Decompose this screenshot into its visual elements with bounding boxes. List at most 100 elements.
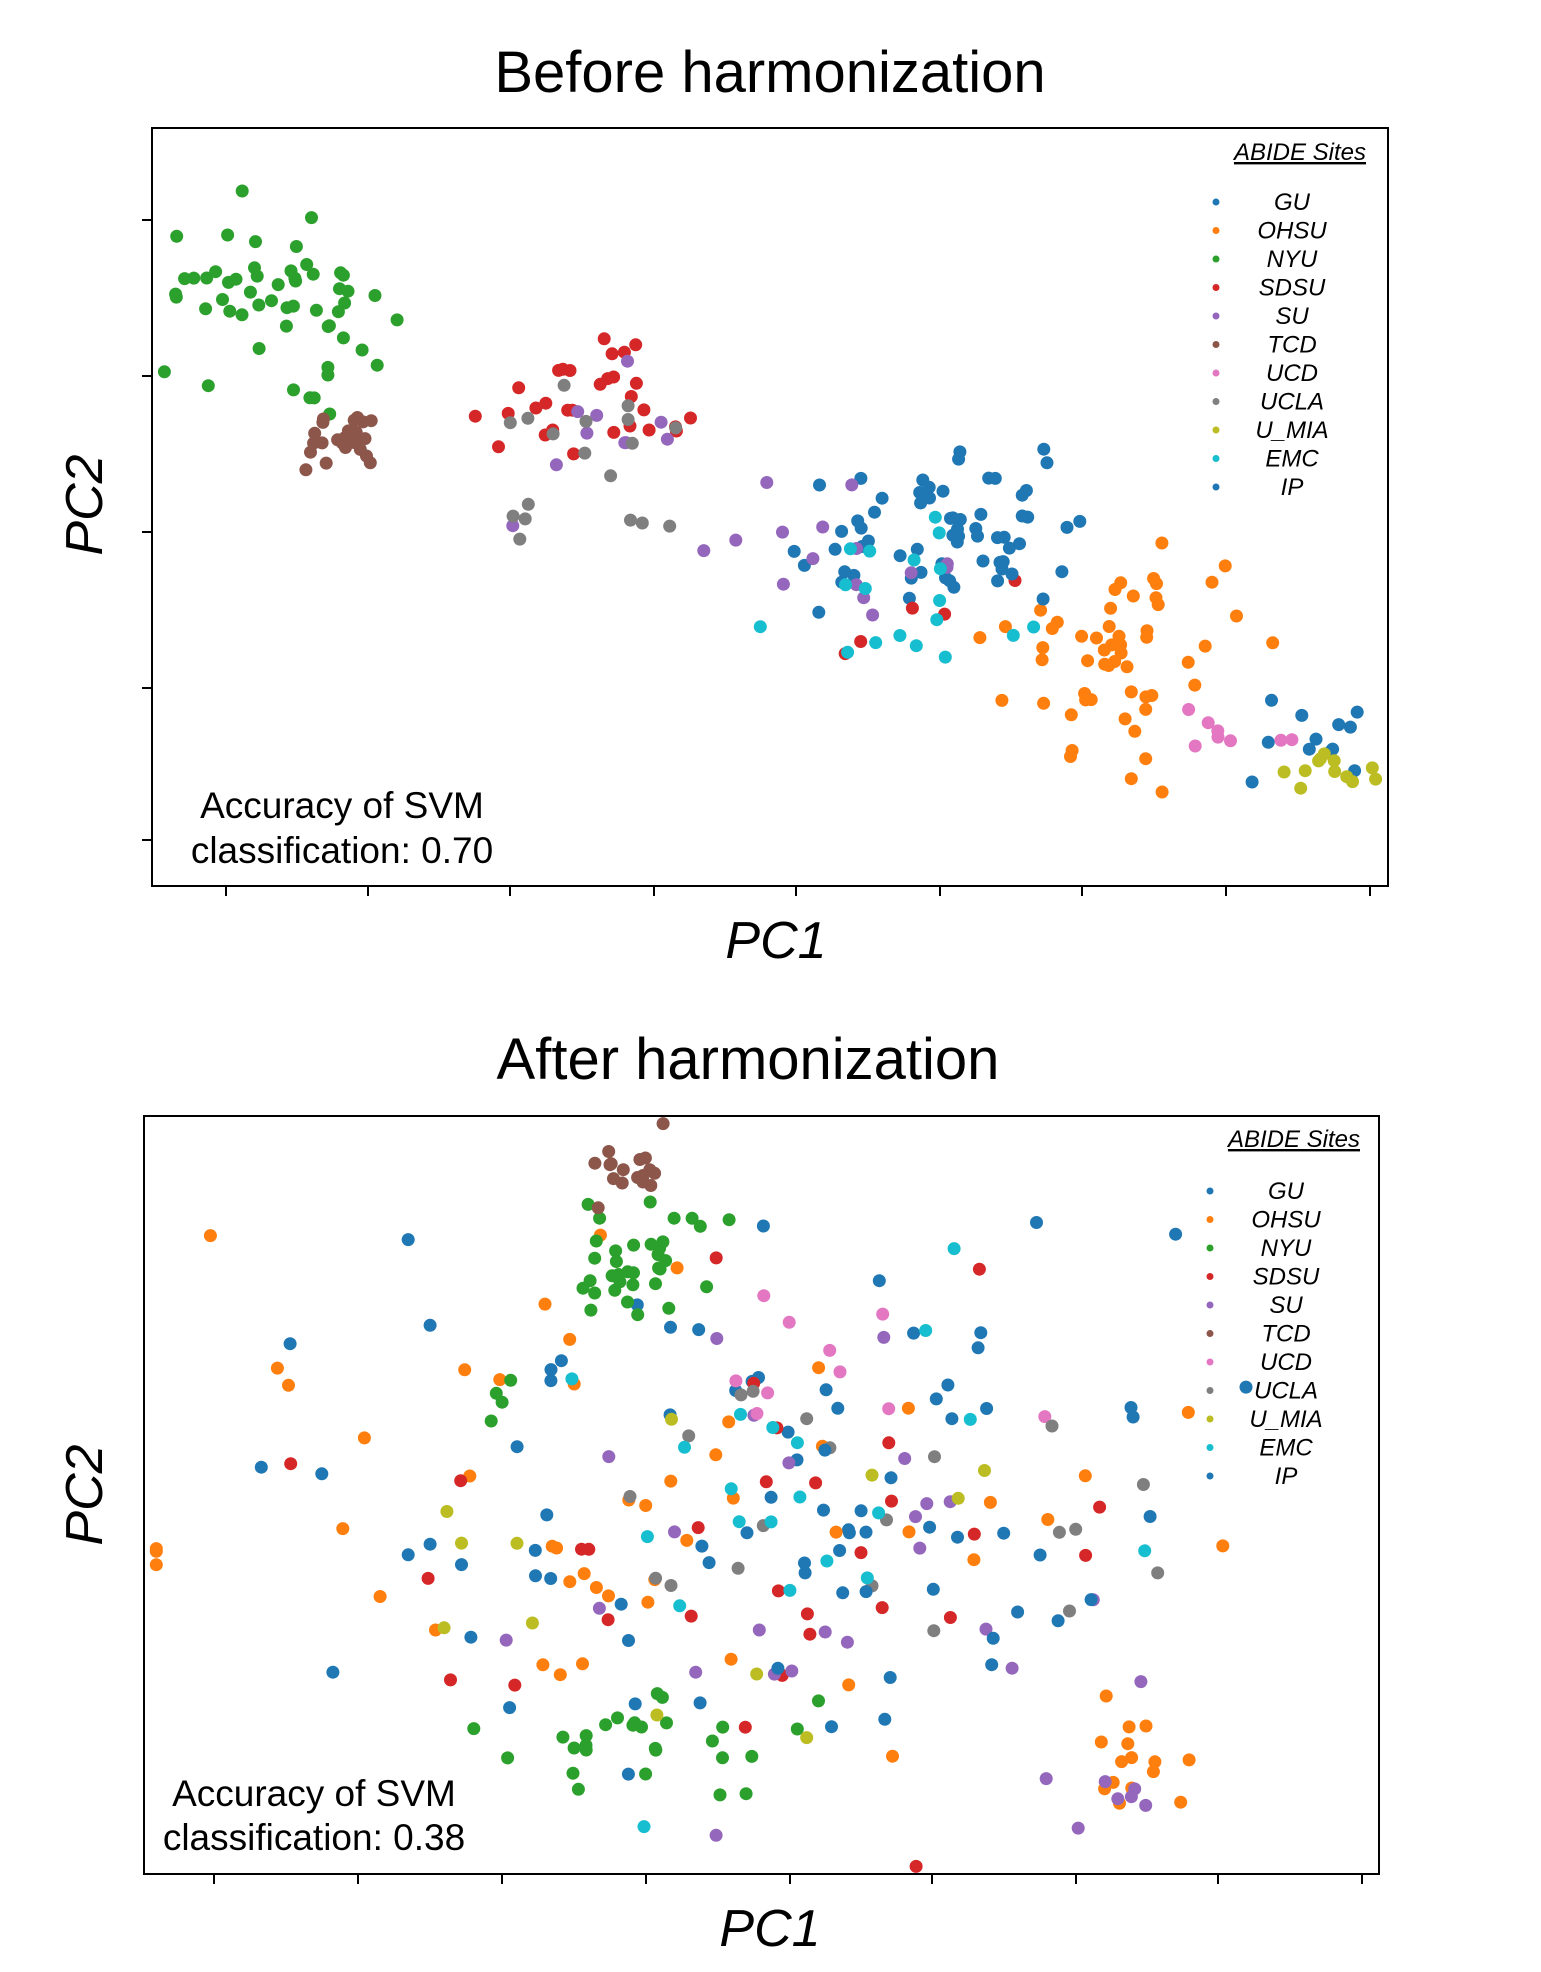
point-emc (963, 1412, 977, 1426)
point-ucla (669, 421, 683, 435)
point-ucla (682, 1429, 696, 1443)
point-emc (907, 553, 921, 567)
point-ohsu (1090, 631, 1103, 645)
legend-label-u-mia: U_MIA (1255, 417, 1328, 444)
point-ucla (1045, 1419, 1059, 1433)
point-gu (628, 1697, 642, 1711)
point-su (866, 608, 880, 622)
legend-label-ucd: UCD (1260, 1349, 1312, 1376)
point-gu (1073, 514, 1087, 528)
point-nyu (307, 391, 321, 405)
point-nyu (187, 271, 201, 285)
point-u-mia (750, 1667, 764, 1681)
point-gu (614, 1597, 628, 1611)
point-nyu (621, 1265, 635, 1279)
point-ucla (621, 413, 635, 426)
point-emc (673, 1599, 687, 1613)
point-nyu (651, 1248, 665, 1262)
point-ucd (823, 1343, 837, 1357)
point-gu (423, 1537, 437, 1551)
point-gu (798, 1556, 811, 1570)
point-ip (1037, 442, 1051, 456)
point-nyu (235, 308, 249, 322)
point-su (506, 519, 520, 533)
point-emc (1027, 620, 1041, 634)
point-u-mia (1294, 781, 1308, 795)
point-ohsu (1098, 657, 1112, 671)
point-nyu (605, 1269, 619, 1283)
point-nyu (609, 1244, 623, 1258)
legend-label-ucd: UCD (1266, 360, 1318, 387)
point-nyu (593, 1211, 607, 1225)
legend-marker-sdsu (1206, 1273, 1214, 1280)
point-emc (843, 542, 857, 556)
point-gu (997, 1526, 1011, 1540)
point-tcd (319, 456, 333, 470)
point-su (709, 1828, 723, 1842)
point-gu (902, 591, 916, 605)
point-ohsu (1121, 1737, 1135, 1751)
point-nyu (216, 293, 229, 306)
point-u-mia (455, 1536, 468, 1550)
point-emc (640, 1530, 654, 1544)
point-ohsu (1218, 559, 1232, 573)
point-ip (922, 480, 936, 494)
point-ip (1002, 541, 1016, 555)
point-ohsu (998, 620, 1012, 634)
point-ucla (1136, 1478, 1150, 1491)
before-harmonization-figure: Before harmonization PC1 PC2 Accuracy of… (56, 40, 1389, 970)
point-tcd (335, 436, 349, 450)
legend-marker-ucla (1206, 1387, 1214, 1394)
point-ucd (1201, 716, 1215, 730)
point-tcd (308, 426, 322, 440)
point-emc (893, 629, 907, 642)
point-sdsu (607, 425, 621, 439)
point-ohsu (203, 1229, 217, 1243)
point-nyu (287, 383, 300, 397)
point-ohsu (995, 693, 1009, 707)
point-tcd (353, 442, 367, 456)
scatter-points (149, 1117, 1253, 1873)
point-tcd (607, 1172, 620, 1186)
point-ohsu (149, 1558, 163, 1572)
point-ip (952, 452, 966, 466)
point-ucla (579, 414, 593, 428)
point-ohsu (1078, 1469, 1092, 1483)
point-ucd (882, 1402, 896, 1416)
point-sdsu (605, 347, 619, 361)
point-gu (861, 534, 875, 548)
point-gu (1051, 1614, 1065, 1628)
point-sdsu (552, 363, 566, 377)
point-ucla (625, 436, 639, 450)
point-ohsu (1118, 712, 1132, 726)
point-ip (995, 562, 1009, 576)
point-gu (1261, 735, 1275, 749)
point-nyu (571, 1782, 585, 1796)
point-ucla (623, 1490, 637, 1503)
point-ohsu (1079, 693, 1093, 707)
point-nyu (300, 258, 314, 271)
point-ohsu (1104, 601, 1118, 615)
legend-label-su: SU (1275, 303, 1309, 330)
point-ohsu (1099, 1689, 1113, 1703)
point-su (602, 1450, 616, 1464)
point-emc (938, 650, 952, 664)
legend-marker-ip (1212, 483, 1220, 491)
point-tcd (588, 1156, 602, 1170)
point-ohsu (336, 1522, 350, 1536)
x-axis-label: PC1 (725, 912, 826, 970)
point-nyu (649, 1743, 663, 1757)
legend-marker-u-mia (1212, 426, 1220, 434)
point-u-mia (1298, 764, 1312, 778)
point-su (710, 1332, 724, 1345)
point-nyu (322, 319, 336, 333)
point-nyu (588, 1286, 602, 1300)
point-ohsu (1146, 1765, 1160, 1779)
point-ohsu (1139, 690, 1153, 704)
point-emc (928, 510, 942, 524)
point-nyu (157, 365, 171, 379)
point-su (697, 544, 711, 558)
point-nyu (662, 1301, 676, 1315)
point-ohsu (1045, 622, 1059, 635)
point-nyu (222, 275, 235, 289)
